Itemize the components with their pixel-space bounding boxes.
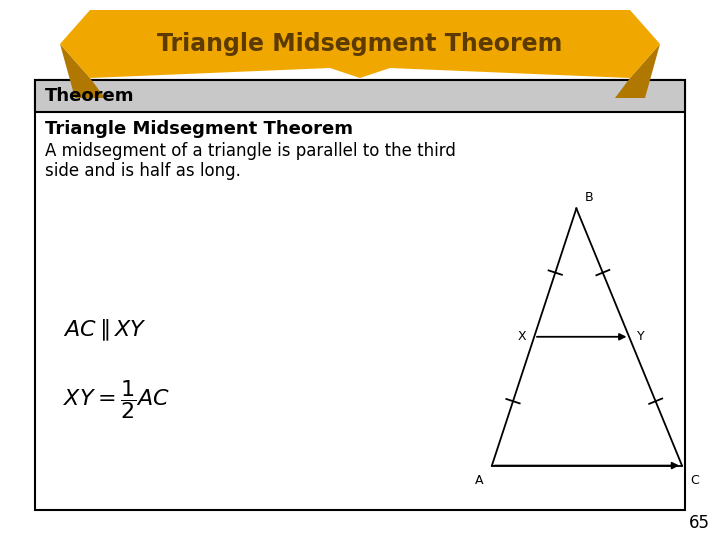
Polygon shape [615, 44, 660, 98]
Text: Triangle Midsegment Theorem: Triangle Midsegment Theorem [157, 32, 563, 56]
Text: Triangle Midsegment Theorem: Triangle Midsegment Theorem [45, 120, 353, 138]
Text: $XY = \dfrac{1}{2}AC$: $XY = \dfrac{1}{2}AC$ [63, 379, 170, 422]
Text: Y: Y [637, 330, 645, 343]
Text: A: A [475, 474, 484, 487]
Text: A midsegment of a triangle is parallel to the third: A midsegment of a triangle is parallel t… [45, 142, 456, 160]
Polygon shape [60, 44, 105, 98]
Text: side and is half as long.: side and is half as long. [45, 162, 241, 180]
Text: B: B [585, 191, 593, 205]
Text: Theorem: Theorem [45, 87, 135, 105]
Polygon shape [35, 80, 685, 510]
Text: 65: 65 [689, 514, 710, 532]
Polygon shape [35, 80, 685, 112]
Text: X: X [518, 330, 526, 343]
Text: C: C [690, 474, 698, 487]
Polygon shape [60, 10, 660, 78]
Text: $AC \parallel XY$: $AC \parallel XY$ [63, 318, 147, 343]
